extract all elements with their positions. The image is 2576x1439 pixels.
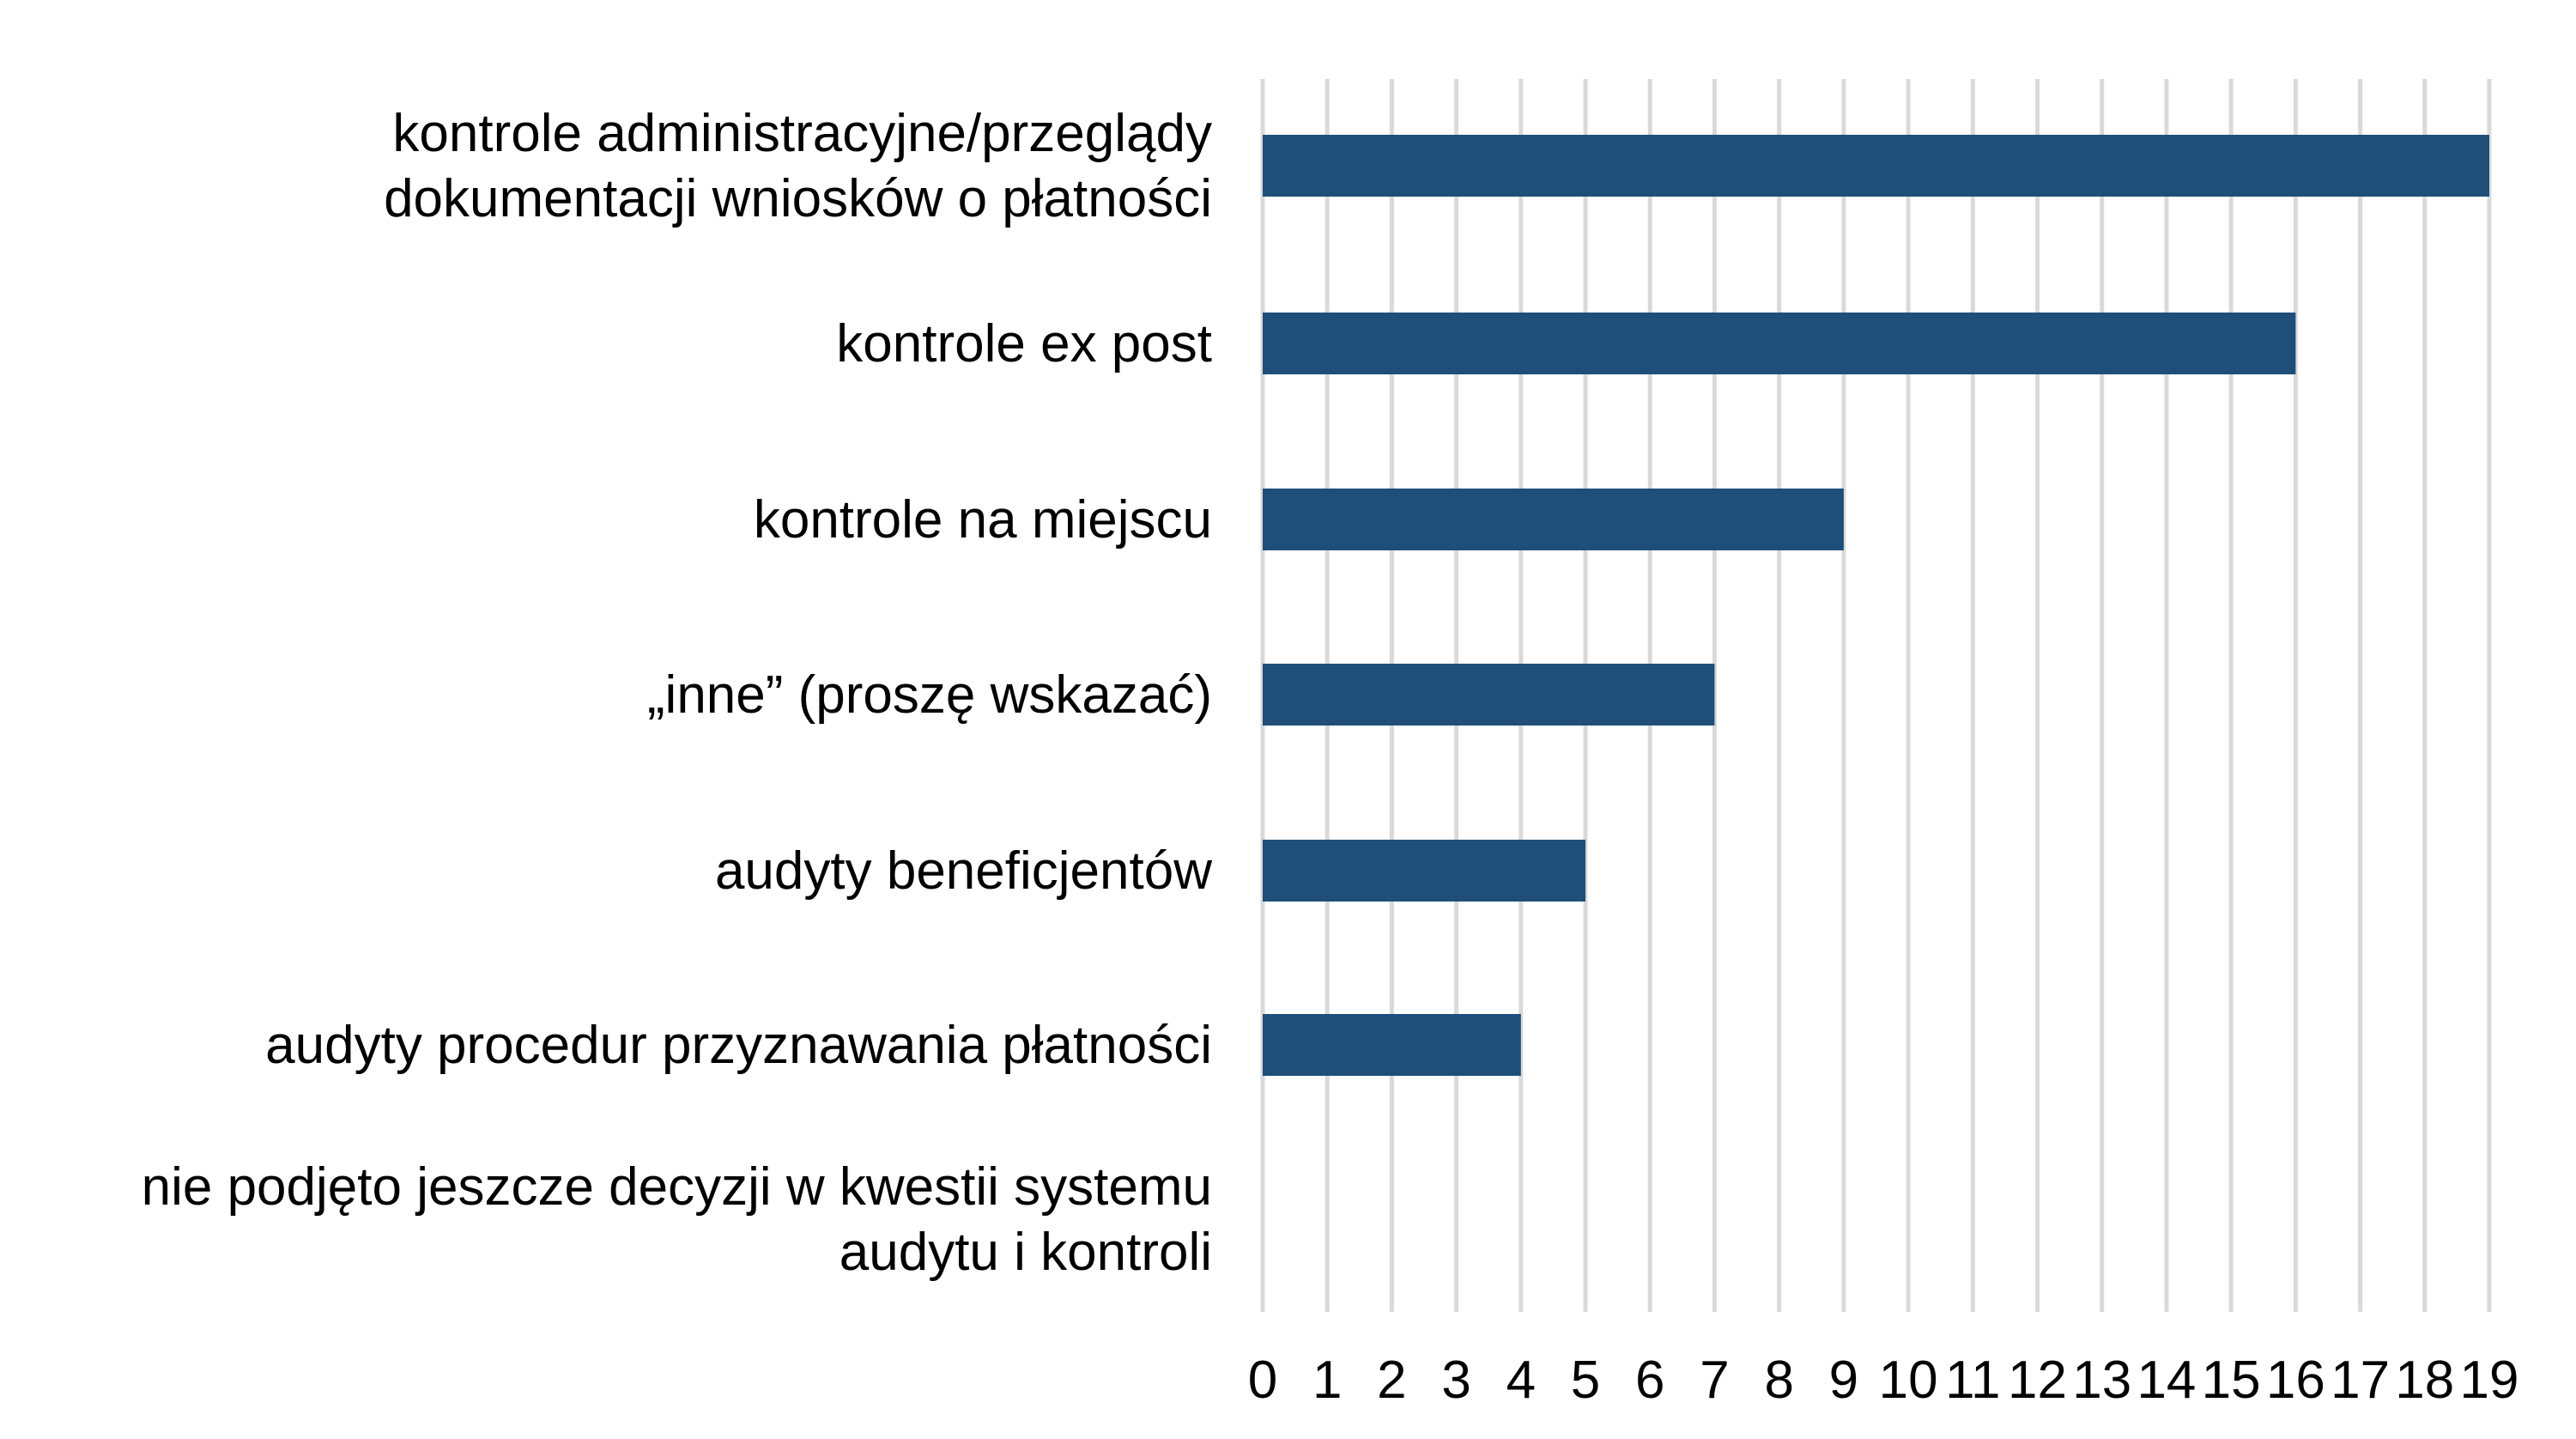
x-tick-label: 10 (1879, 1351, 1938, 1410)
x-tick-label: 9 (1829, 1351, 1858, 1410)
x-tick-label: 2 (1377, 1351, 1406, 1410)
category-labels: kontrole administracyjne/przeglądy dokume… (142, 104, 1213, 1282)
bar (1263, 1014, 1521, 1076)
category-label: kontrole administracyjne/przeglądy (392, 104, 1212, 163)
bar (1263, 313, 2296, 374)
category-label: audyty beneficjentów (715, 841, 1212, 901)
bars (1263, 135, 2489, 1076)
x-tick-label: 4 (1506, 1351, 1536, 1410)
x-tick-label: 0 (1248, 1351, 1277, 1410)
x-tick-label: 15 (2202, 1351, 2261, 1410)
bar (1263, 135, 2489, 197)
x-tick-label: 1 (1312, 1351, 1342, 1410)
category-label: kontrole ex post (836, 314, 1212, 373)
x-tick-label: 3 (1441, 1351, 1470, 1410)
category-label: audytu i kontroli (839, 1223, 1212, 1282)
category-label: kontrole na miejscu (754, 490, 1212, 549)
category-label: nie podjęto jeszcze decyzji w kwestii sy… (142, 1157, 1212, 1217)
category-label: „inne” (proszę wskazać) (647, 665, 1212, 725)
x-tick-label: 5 (1571, 1351, 1600, 1410)
x-tick-label: 14 (2137, 1351, 2196, 1410)
bar (1263, 840, 1586, 902)
gridlines (1260, 79, 2492, 1312)
x-tick-label: 18 (2395, 1351, 2454, 1410)
x-tick-label: 8 (1764, 1351, 1793, 1410)
x-tick-label: 6 (1635, 1351, 1664, 1410)
x-tick-label: 17 (2331, 1351, 2390, 1410)
x-tick-label: 19 (2460, 1351, 2519, 1410)
x-tick-label: 16 (2266, 1351, 2325, 1410)
x-axis-tick-labels: 0 1 2 3 4 5 6 7 8 9 10 11 12 13 14 15 16 17 18 19 (1248, 1351, 2519, 1410)
bar (1263, 489, 1844, 550)
x-tick-label: 7 (1700, 1351, 1729, 1410)
x-tick-label: 12 (2008, 1351, 2067, 1410)
category-label: dokumentacji wniosków o płatności (384, 169, 1212, 228)
bar (1263, 664, 1715, 726)
x-tick-label: 11 (1945, 1351, 2000, 1410)
x-tick-label: 13 (2072, 1351, 2131, 1410)
category-label: audyty procedur przyznawania płatności (265, 1016, 1212, 1075)
